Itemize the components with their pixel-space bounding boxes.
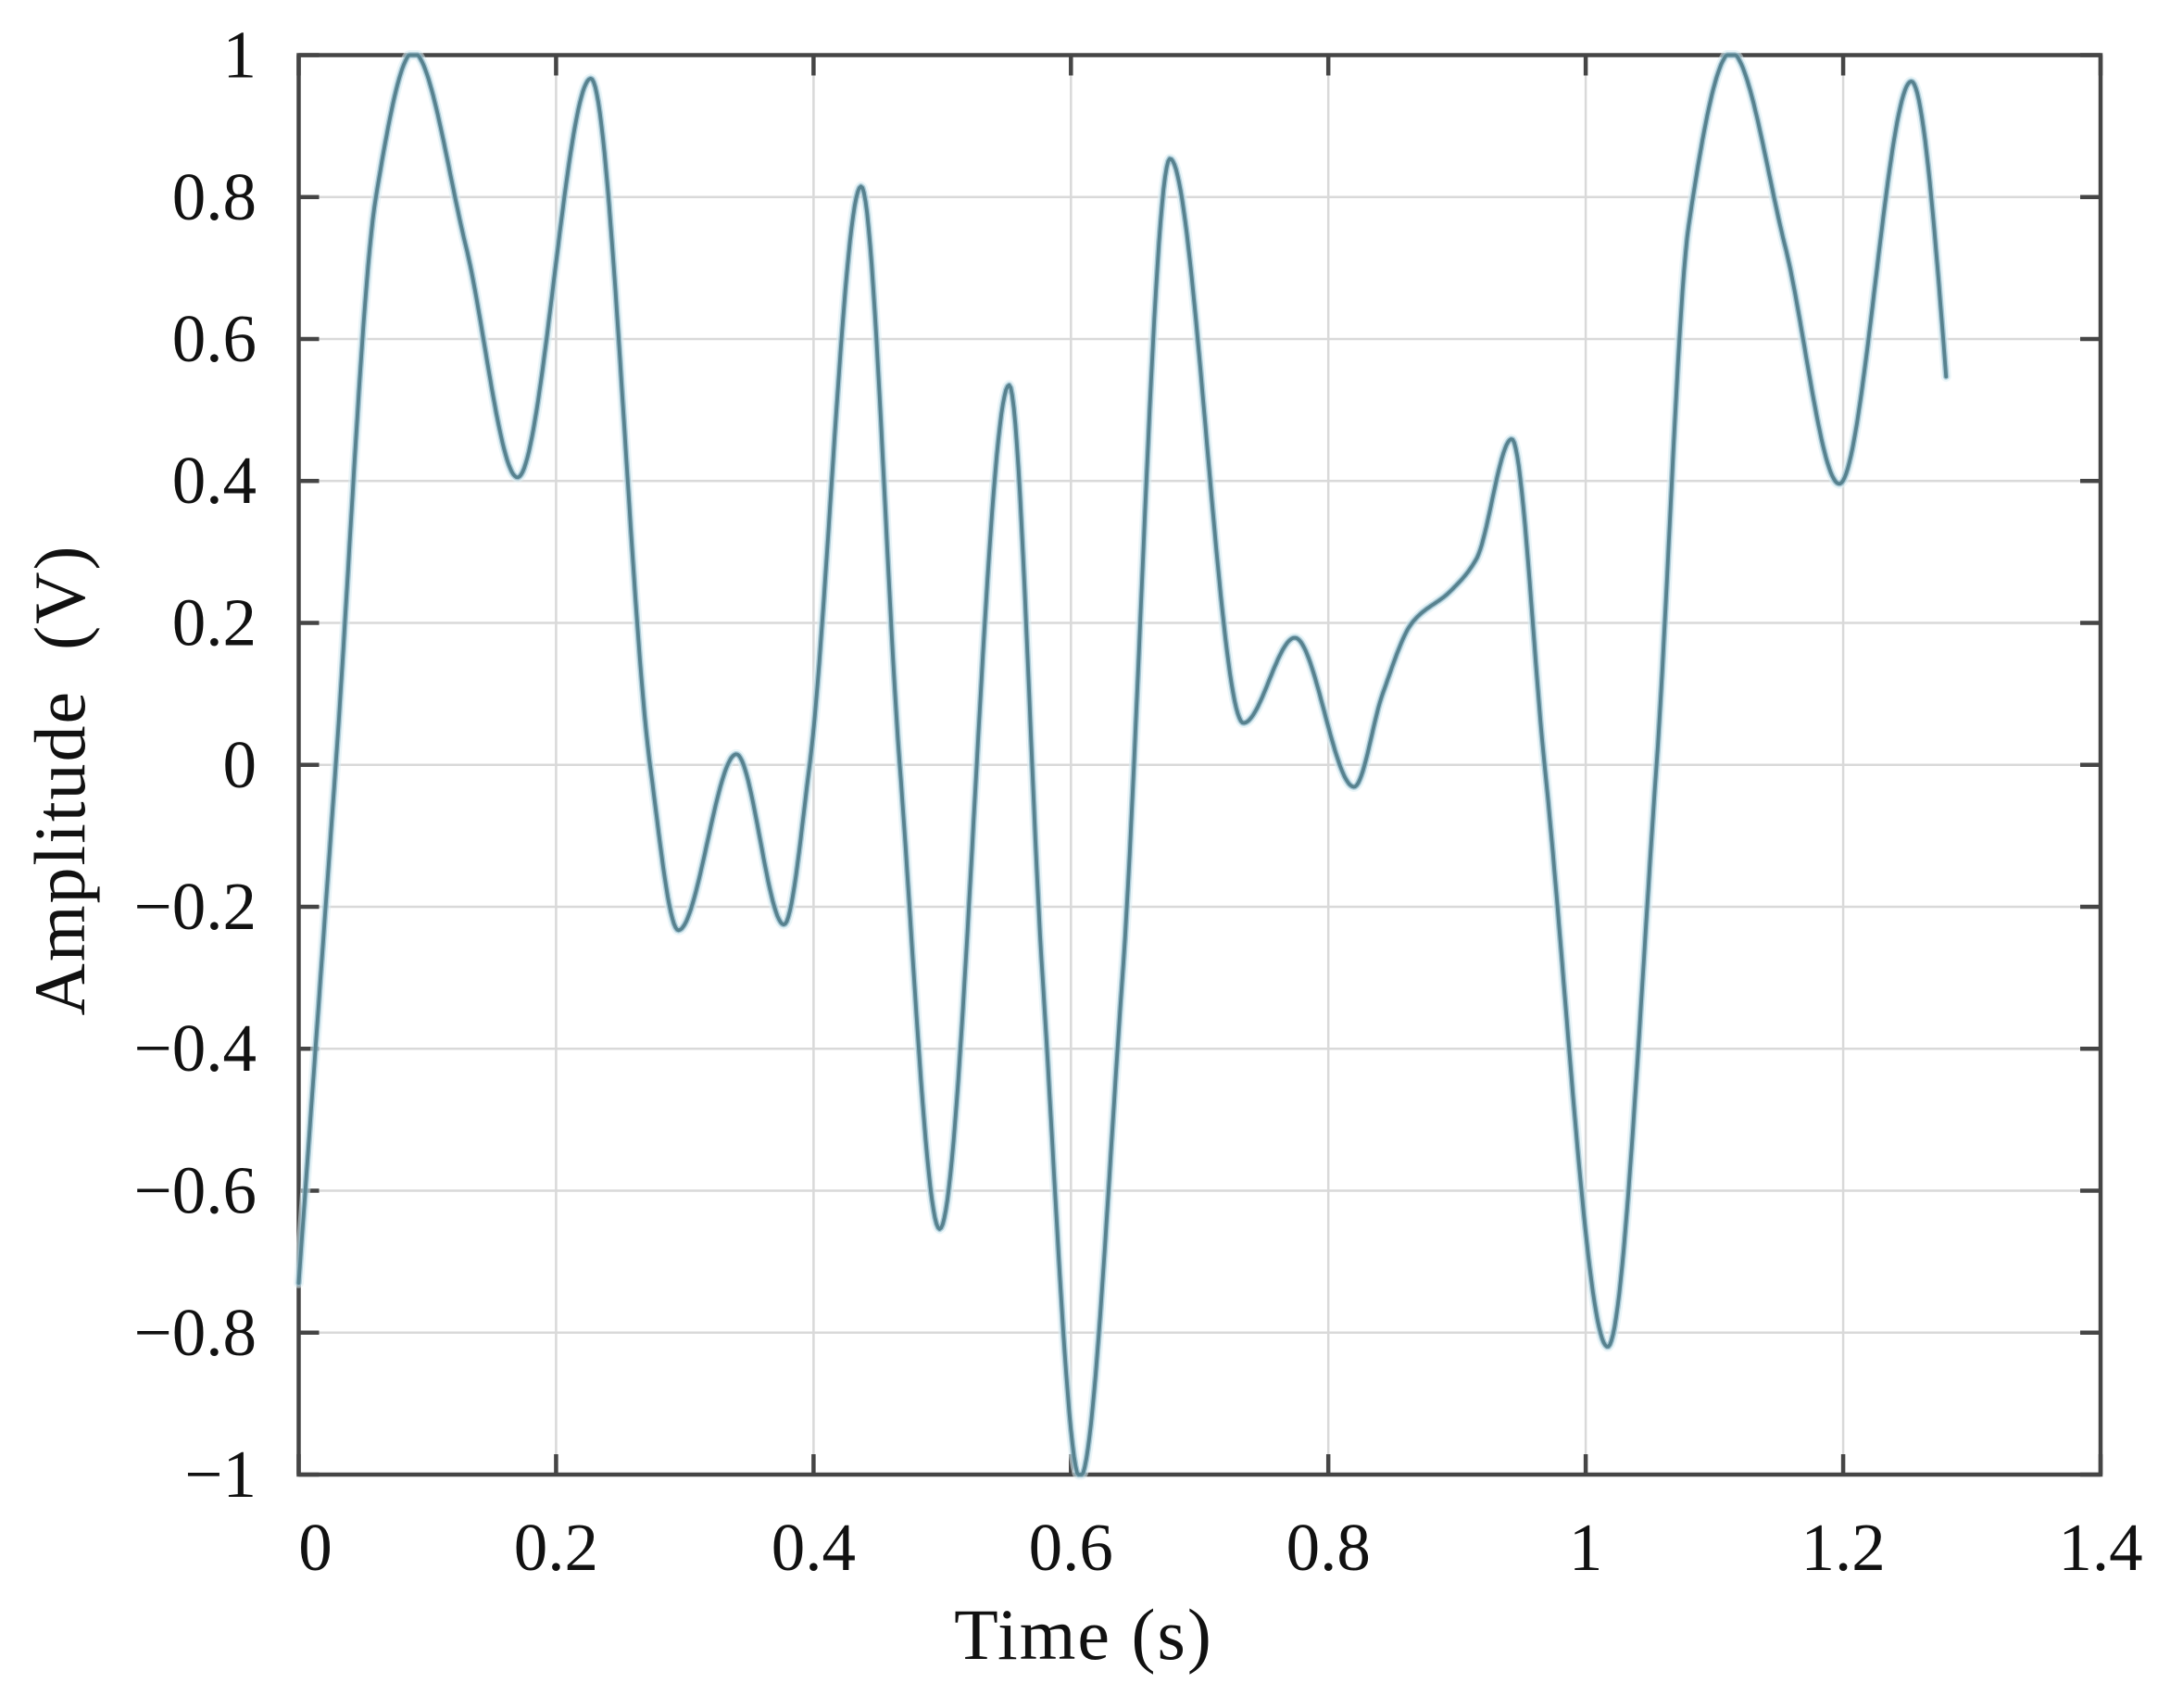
svg-text:−1: −1 bbox=[184, 1437, 257, 1512]
svg-text:0: 0 bbox=[298, 1510, 332, 1585]
svg-text:1.4: 1.4 bbox=[2058, 1510, 2142, 1585]
svg-text:0.2: 0.2 bbox=[172, 585, 257, 660]
svg-text:1: 1 bbox=[223, 18, 257, 93]
svg-text:−0.4: −0.4 bbox=[134, 1011, 257, 1086]
svg-text:0: 0 bbox=[223, 727, 257, 802]
svg-text:1.2: 1.2 bbox=[1800, 1510, 1885, 1585]
svg-text:Time (s): Time (s) bbox=[954, 1594, 1213, 1675]
svg-text:0.8: 0.8 bbox=[172, 159, 257, 234]
svg-text:0.4: 0.4 bbox=[772, 1510, 856, 1585]
svg-text:0.6: 0.6 bbox=[1029, 1510, 1113, 1585]
svg-text:0.4: 0.4 bbox=[172, 443, 257, 518]
svg-text:0.8: 0.8 bbox=[1286, 1510, 1371, 1585]
svg-text:−0.6: −0.6 bbox=[134, 1153, 257, 1228]
svg-text:−0.2: −0.2 bbox=[134, 869, 257, 944]
svg-text:Amplitude (V): Amplitude (V) bbox=[19, 545, 100, 1016]
svg-text:−0.8: −0.8 bbox=[134, 1295, 257, 1370]
svg-text:0.2: 0.2 bbox=[514, 1510, 598, 1585]
svg-text:0.6: 0.6 bbox=[172, 301, 257, 376]
svg-text:1: 1 bbox=[1569, 1510, 1603, 1585]
